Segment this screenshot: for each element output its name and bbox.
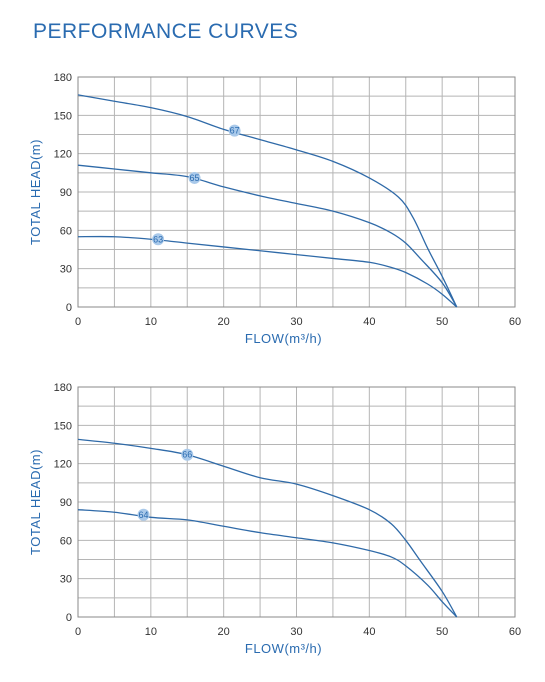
y-axis-label: TOTAL HEAD(m): [28, 449, 43, 555]
curve-label-marker: [152, 233, 165, 246]
chart-svg-top: 0 10 20 30 40 50 60 0 30 60 90 120 150 180 FLOW(m³/h) T…: [28, 72, 521, 346]
x-tick-label: 60: [509, 316, 521, 328]
y-tick-label: 0: [66, 302, 72, 314]
x-tick-label: 10: [145, 316, 157, 328]
y-tick-label: 150: [54, 420, 72, 432]
curve-label-67: 67: [230, 126, 240, 136]
curve-label-66: 66: [182, 450, 192, 460]
page-title: PERFORMANCE CURVES: [33, 20, 299, 43]
curve-label-marker: [137, 508, 150, 521]
curve-line-67: [77, 94, 458, 308]
x-tick-label: 40: [363, 626, 375, 638]
y-axis-label: TOTAL HEAD(m): [28, 139, 43, 245]
y-tick-label: 90: [60, 187, 72, 199]
y-tick-label: 150: [54, 110, 72, 122]
y-tick-label: 60: [60, 225, 72, 237]
x-tick-label: 50: [436, 316, 448, 328]
x-tick-label: 20: [218, 626, 230, 638]
y-tick-label: 60: [60, 535, 72, 547]
grid: [77, 386, 516, 618]
performance-chart-top: 0 10 20 30 40 50 60 0 30 60 90 120 150 180 FLOW(m³/h) T…: [0, 60, 545, 360]
x-axis-label: FLOW(m³/h): [245, 331, 322, 346]
plot-frame: [77, 76, 516, 308]
x-tick-label: 50: [436, 626, 448, 638]
y-tick-label: 180: [54, 72, 72, 84]
curve-label-marker: [188, 171, 201, 184]
curve-line-64: [77, 509, 458, 618]
curve-line-65: [77, 164, 458, 308]
x-axis-label: FLOW(m³/h): [245, 641, 322, 656]
y-tick-label: 90: [60, 497, 72, 509]
chart-svg-bottom: 0 10 20 30 40 50 60 0 30 60 90 120 150 180 FLOW(m³/h) T…: [28, 382, 521, 656]
x-tick-label: 10: [145, 626, 157, 638]
x-tick-label: 20: [218, 316, 230, 328]
grid: [77, 76, 516, 308]
y-tick-label: 120: [54, 149, 72, 161]
curve-label-64: 64: [139, 510, 149, 520]
performance-chart-bottom: 0 10 20 30 40 50 60 0 30 60 90 120 150 180 FLOW(m³/h) T…: [0, 370, 545, 670]
curve-label-63: 63: [153, 234, 163, 244]
curve-label-marker: [228, 124, 241, 137]
y-tick-label: 0: [66, 612, 72, 624]
y-tick-label: 30: [60, 574, 72, 586]
x-tick-label: 30: [290, 626, 302, 638]
x-tick-label: 0: [75, 626, 81, 638]
plot-frame: [77, 386, 516, 618]
x-tick-label: 40: [363, 316, 375, 328]
x-tick-label: 60: [509, 626, 521, 638]
x-tick-label: 30: [290, 316, 302, 328]
curve-label-marker: [181, 448, 194, 461]
y-tick-label: 180: [54, 382, 72, 394]
curve-label-65: 65: [190, 173, 200, 183]
y-tick-label: 30: [60, 264, 72, 276]
x-tick-label: 0: [75, 316, 81, 328]
curve-line-63: [77, 235, 458, 308]
curve-line-66: [77, 438, 458, 618]
y-tick-label: 120: [54, 459, 72, 471]
